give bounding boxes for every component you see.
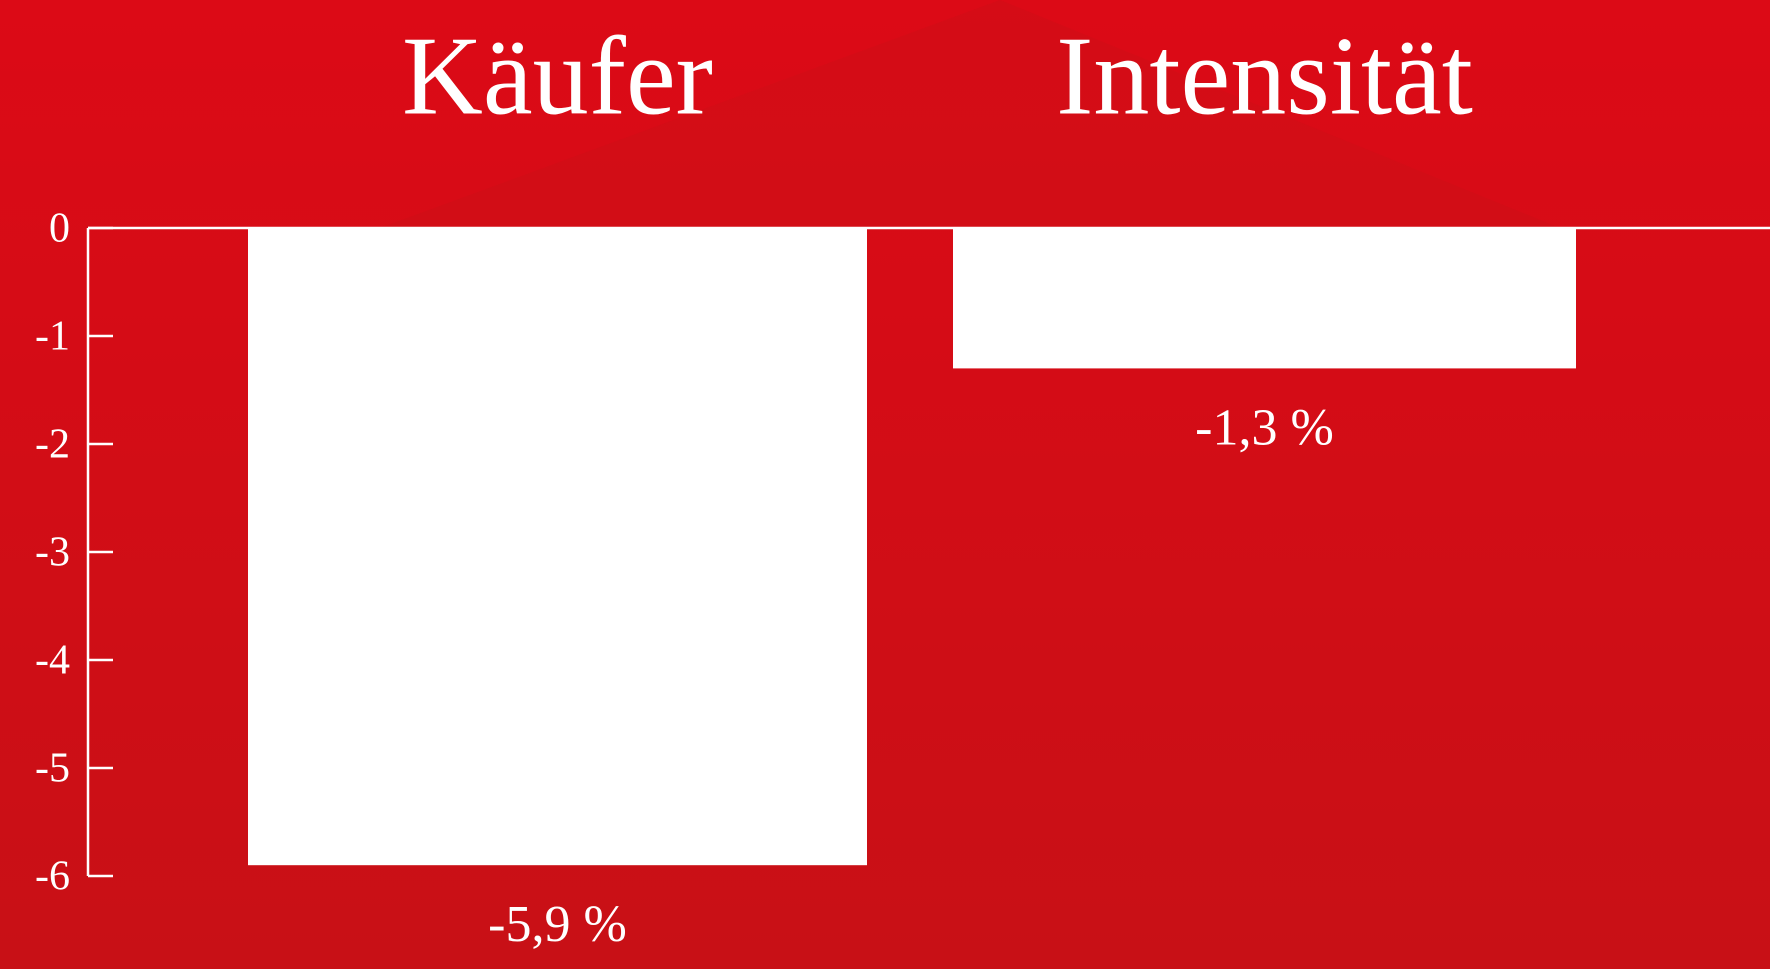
y-tick-label: -2 bbox=[35, 422, 70, 468]
y-tick-label: -4 bbox=[35, 638, 70, 684]
y-tick-label: -3 bbox=[35, 530, 70, 576]
y-tick-label: 0 bbox=[49, 206, 70, 252]
value-label: -5,9 % bbox=[488, 896, 627, 953]
y-tick-label: -6 bbox=[35, 854, 70, 900]
y-tick-label: -1 bbox=[35, 314, 70, 360]
category-label: Intensität bbox=[1056, 15, 1473, 139]
bar bbox=[248, 228, 867, 866]
category-label: Käufer bbox=[402, 15, 713, 139]
value-label: -1,3 % bbox=[1195, 399, 1334, 456]
bar bbox=[953, 228, 1576, 369]
y-tick-label: -5 bbox=[35, 746, 70, 792]
background-shape bbox=[380, 0, 1560, 228]
